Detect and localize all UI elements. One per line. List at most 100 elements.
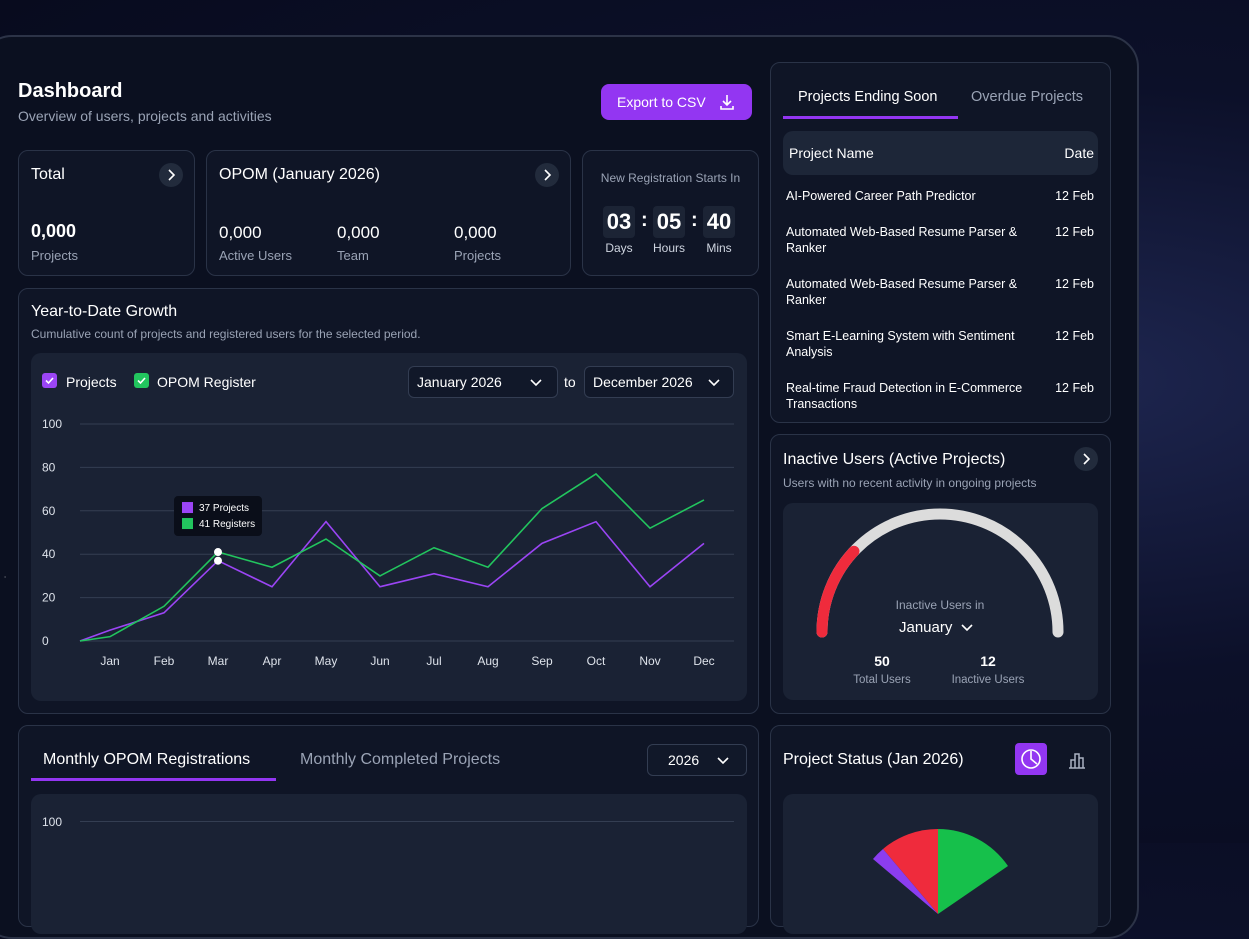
pie-view-button[interactable]: [1015, 743, 1047, 775]
tab[interactable]: Monthly Completed Projects: [300, 751, 501, 768]
gauge-stat: 12: [980, 653, 996, 669]
stat-value: 0,000: [219, 223, 262, 242]
gauge-stat-label: Total Users: [853, 674, 911, 686]
hover-dot: [214, 548, 222, 557]
card-title: OPOM (January 2026): [219, 166, 380, 183]
countdown-value: 03: [603, 206, 635, 238]
x-tick-label: Feb: [154, 654, 175, 668]
grid-line: [80, 821, 734, 822]
column-header: Project Name: [789, 145, 874, 161]
gauge-label: Inactive Users in: [895, 598, 985, 612]
tab-active[interactable]: Monthly OPOM Registrations: [43, 751, 251, 768]
stat-label: Active Users: [219, 248, 292, 263]
tooltip-swatch: [182, 518, 193, 530]
countdown-label: Mins: [706, 241, 732, 255]
chevron-button[interactable]: [159, 163, 183, 187]
tooltip-text: 41 Registers: [199, 519, 255, 530]
countdown-value: 40: [703, 206, 735, 238]
chart-layer: 0 20 40 60 80 100 Jan Feb Mar Apr May Jun Jul Aug Sep O…: [42, 417, 1064, 668]
stat-value: 0,000: [454, 223, 497, 242]
project-date: 12 Feb: [1055, 277, 1094, 291]
y-tick-label: 20: [42, 591, 56, 605]
export-label: Export to CSV: [617, 94, 706, 110]
series-line: [79, 472, 705, 642]
separator: :: [641, 209, 648, 231]
page-subtitle: Overview of users, projects and activiti…: [18, 108, 272, 124]
page-title: Dashboard: [18, 80, 123, 102]
column-header: Date: [1064, 145, 1094, 161]
tab-active[interactable]: Projects Ending Soon: [798, 89, 938, 105]
card-title: Total: [31, 166, 65, 183]
legend-checkbox[interactable]: [134, 373, 149, 388]
y-tick-label: 40: [42, 547, 56, 561]
chevron-down: [961, 624, 973, 632]
tab-underline: [783, 116, 958, 119]
stat-label: Team: [337, 248, 369, 263]
x-tick-label: Sep: [531, 654, 553, 668]
y-tick-label: 60: [42, 504, 56, 518]
chevron-button[interactable]: [535, 163, 559, 187]
card-title: Inactive Users (Active Projects): [783, 451, 1006, 468]
stat-value: 0,000: [337, 223, 380, 242]
tab[interactable]: Overdue Projects: [971, 89, 1084, 105]
x-tick-label: Nov: [639, 654, 660, 668]
countdown-label: Hours: [652, 241, 685, 255]
growth-card: Year-to-Date Growth Cumulative count of …: [18, 288, 759, 714]
table-header: [783, 131, 1098, 175]
chart-title: Year-to-Date Growth: [31, 303, 178, 320]
project-name: Smart E-Learning System with Sentiment A…: [786, 329, 1015, 359]
series-line: [79, 520, 705, 642]
legend-label: Projects: [66, 374, 117, 390]
stat-value: 0,000: [31, 221, 77, 241]
countdown-label: Days: [605, 241, 633, 255]
project-date: 12 Feb: [1055, 329, 1094, 343]
hover-dot: [214, 556, 222, 565]
countdown-title: New Registration Starts In: [600, 171, 741, 185]
x-tick-label: Jan: [100, 654, 119, 668]
dropdown-value: January 2026: [417, 374, 502, 390]
download-icon: [720, 95, 734, 110]
project-name: AI-Powered Career Path Predictor: [786, 189, 976, 203]
stat-label: Projects: [454, 248, 501, 263]
month-select[interactable]: January: [899, 619, 953, 636]
x-tick-label: Dec: [693, 654, 714, 668]
x-tick-label: Aug: [477, 654, 498, 668]
range-from-dropdown[interactable]: January 2026: [408, 366, 558, 398]
x-tick-label: Apr: [263, 654, 282, 668]
total-card: Total 0,000 Projects: [18, 150, 195, 276]
legend-checkbox[interactable]: [42, 373, 57, 388]
bar-view-button[interactable]: [1061, 743, 1093, 775]
y-tick-label: 0: [42, 634, 49, 648]
chevron-button[interactable]: [1074, 447, 1098, 471]
export-button[interactable]: Export to CSV: [601, 84, 752, 120]
project-name: Automated Web-Based Resume Parser & Rank…: [786, 277, 1018, 307]
chart-area: [31, 353, 747, 701]
tooltip-swatch: [182, 502, 193, 514]
tab-underline: [31, 778, 276, 781]
tooltip-text: 37 Projects: [199, 503, 249, 514]
y-tick-label: 100: [42, 417, 62, 431]
year-dropdown[interactable]: 2026: [647, 744, 747, 776]
opom-card: OPOM (January 2026) 0,000 Active Users 0…: [206, 150, 571, 276]
range-joiner: to: [564, 374, 576, 390]
gauge-stat: 50: [874, 653, 890, 669]
y-tick-label: 80: [42, 460, 56, 474]
range-to-dropdown[interactable]: December 2026: [584, 366, 734, 398]
gauge-track: [816, 508, 1064, 638]
gauge-area: [783, 503, 1098, 700]
stat-label: Projects: [31, 248, 78, 263]
x-tick-label: Jun: [370, 654, 389, 668]
inactive-card: Inactive Users (Active Projects) Users w…: [770, 434, 1111, 714]
project-date: 12 Feb: [1055, 225, 1094, 239]
chart-subtitle: Cumulative count of projects and registe…: [31, 327, 421, 341]
x-tick-label: Oct: [587, 654, 606, 668]
y-tick-label: 100: [42, 815, 63, 829]
tooltip: [174, 496, 262, 537]
separator: :: [691, 209, 698, 231]
x-tick-label: May: [315, 654, 338, 668]
dropdown-value: 2026: [668, 752, 700, 768]
project-name: Automated Web-Based Resume Parser & Rank…: [786, 225, 1018, 255]
x-tick-label: Jul: [426, 654, 441, 668]
x-tick-label: Mar: [208, 654, 229, 668]
